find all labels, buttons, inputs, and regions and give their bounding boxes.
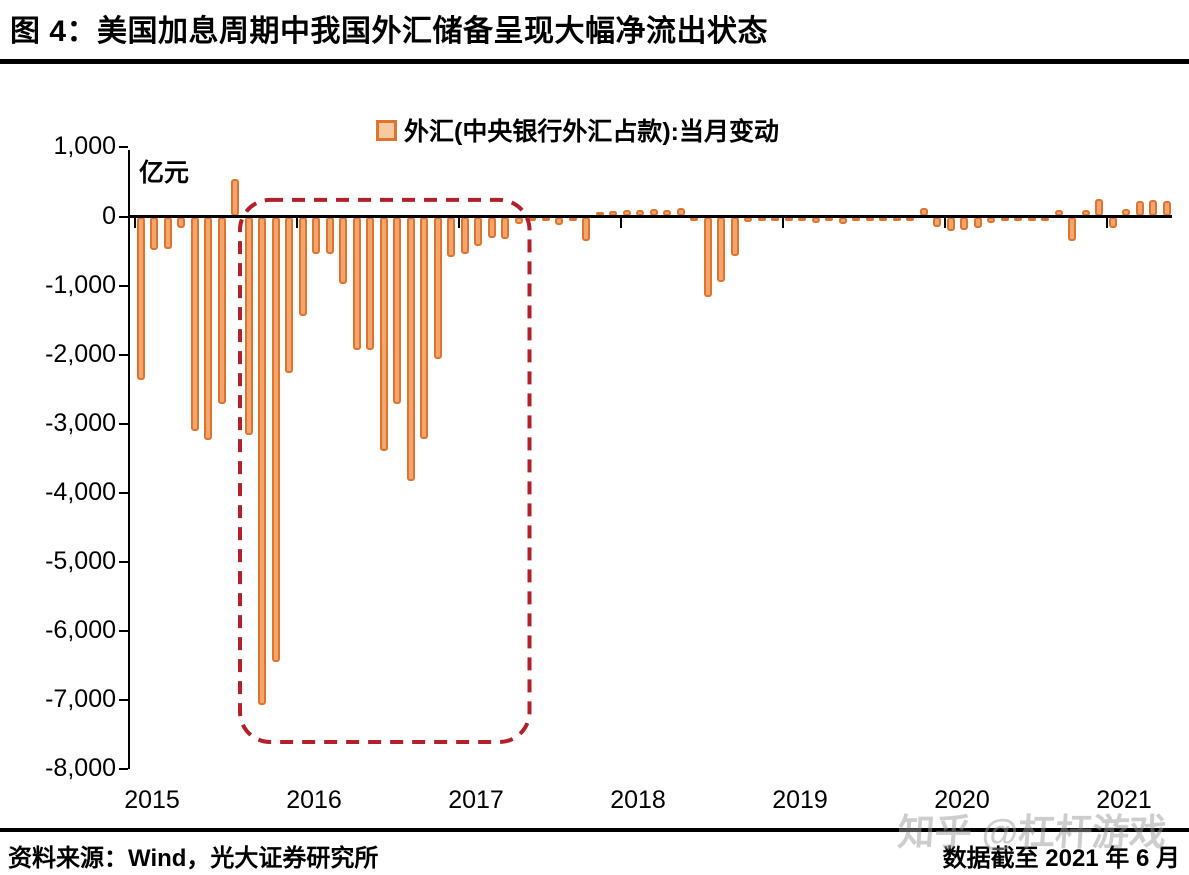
bar-2017-03 [487,216,496,238]
bar-2015-03 [163,216,172,249]
bar-2018-07 [703,216,712,298]
y-axis-label: 0 [102,201,116,230]
bar-2015-06 [204,216,213,440]
x-axis-tick [782,218,784,228]
y-axis-tick [119,353,128,356]
bar-2016-04 [339,216,348,285]
bar-2015-02 [150,216,159,251]
bar-2016-08 [393,216,402,404]
bar-2016-01 [298,216,307,316]
data-cutoff-note: 数据截至 2021 年 6 月 [942,845,1180,872]
bar-2016-07 [379,216,388,452]
bar-2015-09 [244,216,253,436]
bar-2020-03 [973,216,982,228]
bar-2016-10 [420,216,429,439]
y-axis-label: -1,000 [45,270,116,299]
bar-2015-05 [190,216,199,432]
y-axis-label: -8,000 [45,753,116,782]
bar-2015-10 [258,216,267,706]
bar-2016-06 [366,216,375,350]
bar-2016-02 [312,216,321,255]
bar-2017-10 [582,216,591,242]
y-axis-tick [119,767,128,770]
y-axis-label: -6,000 [45,615,116,644]
watermark: 知乎 @杠杆游戏 [896,812,1168,853]
y-axis-label: -2,000 [45,339,116,368]
y-axis-tick [119,560,128,563]
x-axis-year-label: 2016 [286,786,342,814]
bar-2016-05 [352,216,361,350]
x-axis-tick [1106,218,1108,228]
x-axis-year-label: 2015 [124,786,180,814]
x-axis-year-label: 2020 [934,786,990,814]
bar-2016-09 [406,216,415,481]
bar-2017-01 [460,216,469,255]
legend-swatch-icon [376,119,397,141]
y-axis-label: -5,000 [45,546,116,575]
bar-2017-04 [501,216,510,240]
y-axis-tick [119,284,128,287]
x-axis-year-label: 2021 [1096,786,1152,814]
bar-2020-12 [1095,199,1104,217]
x-axis-tick [296,218,298,228]
x-axis-year-label: 2017 [448,786,504,814]
y-axis-tick [119,146,128,149]
y-axis-tick [119,215,128,218]
bar-2018-09 [730,216,739,256]
figure-title: 图 4：美国加息周期中我国外汇储备呈现大幅净流出状态 [10,15,769,48]
x-axis-tick [944,218,946,228]
y-axis-tick [119,422,128,425]
y-axis-tick [119,629,128,632]
y-axis-line [128,150,130,769]
bar-2020-10 [1068,216,1077,241]
bar-2015-12 [285,216,294,374]
bar-2015-08 [231,179,240,217]
x-axis-tick [458,218,460,228]
y-axis-label: -4,000 [45,477,116,506]
bar-2015-07 [217,216,226,405]
bar-2016-11 [433,216,442,360]
bar-2018-08 [717,216,726,283]
y-axis-tick [119,491,128,494]
y-axis-label: -3,000 [45,408,116,437]
chart-legend: 外汇(中央银行外汇占款):当月变动 [376,112,779,148]
x-axis-year-label: 2018 [610,786,666,814]
footer-divider [0,828,1189,832]
zero-axis-line [128,215,1172,218]
y-axis-label: 1,000 [53,132,116,161]
y-axis-tick [119,698,128,701]
bar-2020-01 [946,216,955,231]
bar-2021-04 [1149,199,1158,217]
legend-label: 外汇(中央银行外汇占款):当月变动 [404,118,779,146]
bar-2019-12 [933,216,942,227]
bar-2015-01 [136,216,145,381]
bar-2017-02 [474,216,483,247]
source-note: 资料来源：Wind，光大证券研究所 [8,845,379,872]
y-axis-label: -7,000 [45,684,116,713]
bar-2015-04 [177,216,186,229]
title-divider [0,59,1189,64]
y-axis-unit-label: 亿元 [139,159,190,187]
bar-2021-01 [1108,216,1117,229]
bar-2020-02 [960,216,969,230]
bar-2016-03 [325,216,334,255]
x-axis-year-label: 2019 [772,786,828,814]
x-axis-tick [620,218,622,228]
bar-2016-12 [447,216,456,257]
bar-2015-11 [271,216,280,662]
x-axis-tick [134,218,136,228]
